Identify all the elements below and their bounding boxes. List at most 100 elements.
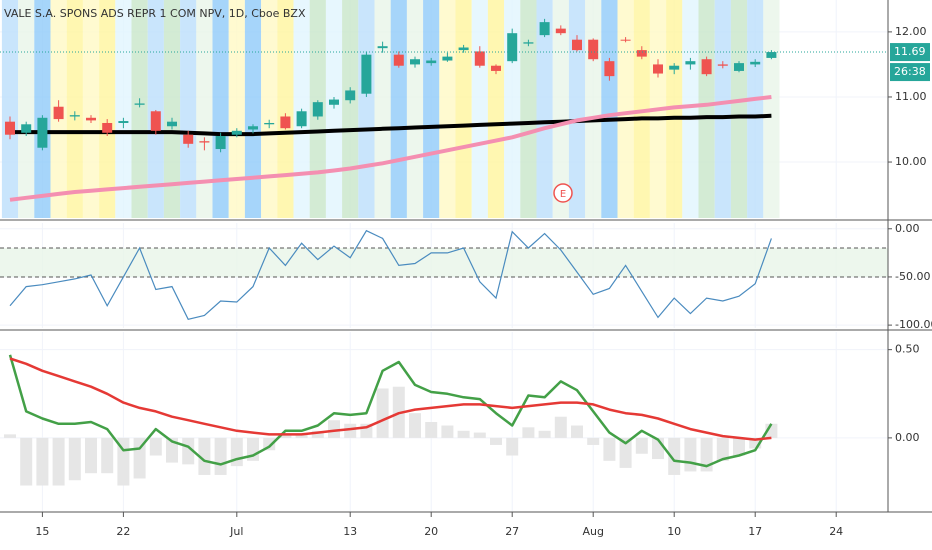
histogram-bar [619,437,632,468]
y-tick-label: -100.00 [895,318,932,331]
histogram-bar [538,430,551,438]
histogram-bar [733,437,745,456]
candle-body [604,61,615,77]
session-stripe [601,0,618,218]
session-stripe [163,0,181,218]
x-tick-label: 17 [748,525,762,538]
plot-layer: E [0,0,888,517]
candle-body [296,111,307,127]
session-stripe [471,0,488,218]
candle-body [717,64,728,66]
histogram-bar [230,437,243,467]
candle-body [393,54,404,66]
candle-body [474,51,485,66]
session-stripe [325,0,343,218]
session-stripe [147,0,164,218]
moving-average [9,95,772,202]
candle-body [280,116,291,129]
histogram-bar [668,437,681,475]
histogram-bar [166,437,178,463]
x-tick-label: 22 [116,525,130,538]
session-stripe [244,0,262,218]
histogram-bar [85,437,97,474]
candle-body [199,141,210,143]
chart-title: VALE S.A. SPONS ADS REPR 1 COM NPV, 1D, … [4,7,306,20]
candle-body [361,54,372,94]
session-stripe [1,0,19,218]
candle-body [377,46,388,49]
session-stripe [82,0,100,218]
y-tick-label: 0.00 [895,431,920,444]
session-stripe [439,0,456,218]
histogram-bar [684,437,697,472]
candle-body [167,121,177,127]
indicator-line [9,229,772,320]
candle-body [312,102,323,117]
histogram-bar [587,437,600,445]
earnings-label: E [560,189,566,200]
candle-body [410,59,420,65]
histogram-bar [344,423,357,438]
session-stripe [277,0,294,218]
histogram-bar [506,437,519,456]
candle-body [5,121,15,135]
candle-body [21,124,32,133]
candle-body [653,64,663,74]
session-stripe [406,0,424,218]
histogram-bar [149,437,162,456]
candle-body [248,126,258,130]
session-stripe [261,0,278,218]
x-tick-label: 24 [829,525,843,538]
session-stripe [520,0,537,218]
candle-body [701,59,712,75]
last-price-tag [890,43,930,62]
candle-body [572,39,582,51]
session-stripe [390,0,407,218]
histogram-bar [328,420,340,438]
histogram-bar [635,437,648,454]
candle-body [685,61,696,65]
session-stripe [552,0,569,218]
histogram-bar [214,437,227,475]
last-price-label: 11.69 [894,45,926,58]
candle-body [215,136,226,150]
candle-body [491,65,501,71]
candle-body [555,28,566,34]
session-stripe [131,0,148,218]
x-tick-label: Aug [582,525,603,538]
session-stripe [423,0,440,218]
session-stripe [342,0,359,218]
histogram-bar [700,437,713,472]
histogram-bar [52,437,65,486]
indicator-line [9,357,772,441]
candle-body [37,117,48,148]
x-tick-label: 13 [343,525,357,538]
session-stripe [196,0,213,218]
session-stripe [617,0,634,218]
histogram-bar [749,437,762,449]
candle-body [53,106,64,120]
session-stripe [180,0,197,218]
candle-body [458,47,469,51]
session-stripe [763,0,780,218]
session-stripe [99,0,116,218]
candle-body [183,134,194,144]
countdown-label: 26:38 [894,65,926,78]
histogram-bar [441,425,454,438]
session-stripe [568,0,586,218]
histogram-bar [425,422,438,438]
y-tick-label: 10.00 [895,155,927,168]
candle-body [669,65,680,70]
candle-body [231,130,242,135]
y-tick-label: 0.50 [895,343,920,356]
candle-body [636,50,647,57]
candle-body [102,122,113,133]
histogram-bar [554,416,567,438]
histogram-bar [198,437,211,475]
candle-body [264,122,275,125]
histogram-bar [68,437,81,481]
candle-body [86,117,96,121]
candle-body [507,33,518,62]
session-stripe [536,0,553,218]
